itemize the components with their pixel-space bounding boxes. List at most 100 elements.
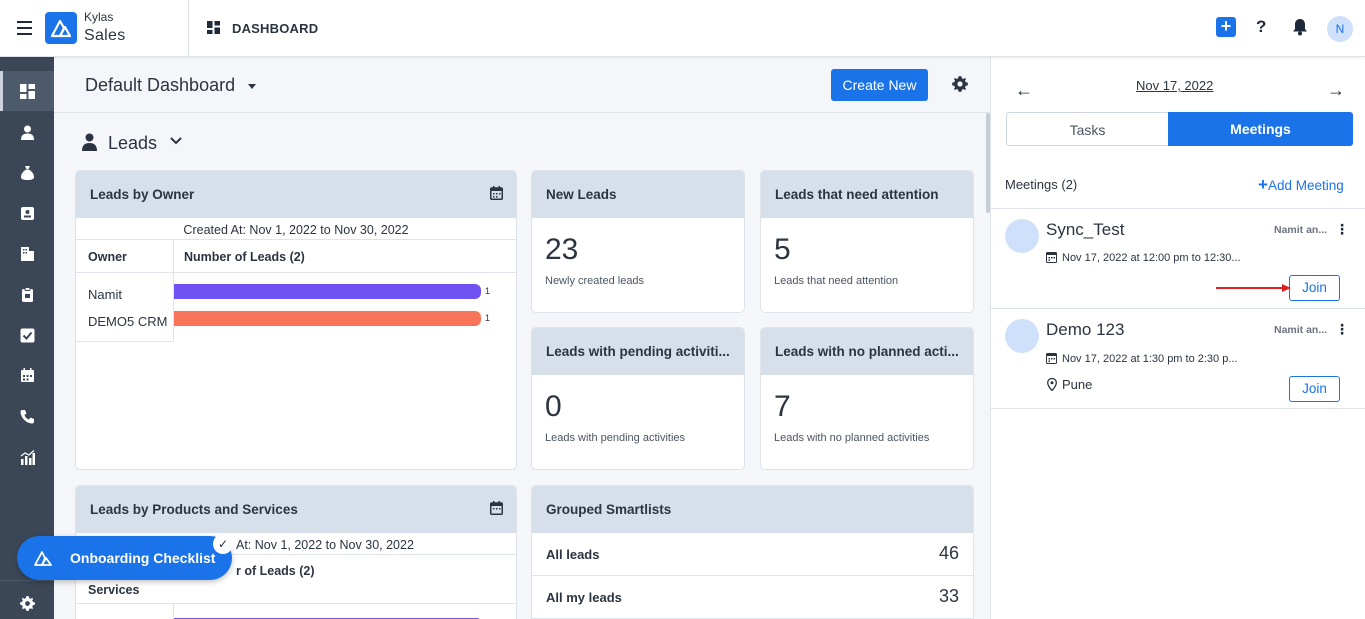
current-date[interactable]: Nov 17, 2022 xyxy=(1136,78,1214,93)
join-meeting-button[interactable]: Join xyxy=(1289,376,1340,402)
help-icon[interactable]: ? xyxy=(1256,17,1267,36)
next-date-arrow-icon[interactable]: → xyxy=(1327,80,1345,100)
sidebar-item-calls[interactable] xyxy=(0,396,54,436)
kpi-value: 7 xyxy=(774,390,791,423)
calendar-icon[interactable] xyxy=(490,501,503,515)
add-meeting-label: Add Meeting xyxy=(1267,178,1344,193)
add-meeting-button[interactable]: +Add Meeting xyxy=(1258,175,1344,195)
sidebar-item-leads[interactable] xyxy=(0,193,54,233)
bar-label: DEMO5 CRM xyxy=(88,314,168,329)
left-sidebar xyxy=(0,57,54,619)
brand-name: Kylas xyxy=(84,10,114,24)
sidebar-item-deals[interactable] xyxy=(0,152,54,192)
card-header: New Leads xyxy=(532,171,744,218)
top-bar: Kylas Sales DASHBOARD + ? N xyxy=(0,0,1365,57)
join-meeting-button[interactable]: Join xyxy=(1289,275,1340,301)
sidebar-settings[interactable] xyxy=(0,580,54,619)
kpi-subtitle: Leads with pending activities xyxy=(545,432,686,444)
smartlist-count: 46 xyxy=(938,543,959,563)
smartlist-row[interactable]: All leads 46 xyxy=(532,533,973,576)
kpi-card-pending-activities[interactable]: Leads with pending activiti... 0 Leads w… xyxy=(531,327,745,470)
meeting-time: Nov 17, 2022 at 1:30 pm to 2:30 p... xyxy=(1062,353,1238,365)
bar xyxy=(174,311,481,326)
divider xyxy=(76,554,516,555)
bell-icon[interactable] xyxy=(1292,18,1308,36)
kylas-logo-icon xyxy=(34,551,52,566)
card-title: New Leads xyxy=(546,187,617,202)
card-title: Leads with pending activiti... xyxy=(546,344,730,359)
avatar xyxy=(1005,319,1039,353)
money-bag-icon xyxy=(21,166,34,180)
more-options-icon[interactable]: ⋮ xyxy=(1335,321,1349,337)
card-title: Leads that need attention xyxy=(775,187,939,202)
building-icon xyxy=(21,247,34,261)
person-icon xyxy=(82,133,97,151)
card-title: Leads by Products and Services xyxy=(90,502,298,517)
scrollbar[interactable] xyxy=(986,113,990,213)
card-header: Leads that need attention xyxy=(761,171,973,218)
dashboard-grid-icon xyxy=(207,21,220,34)
kpi-subtitle: Newly created leads xyxy=(545,275,645,287)
more-options-icon[interactable]: ⋮ xyxy=(1335,221,1349,237)
calendar-icon xyxy=(21,368,34,382)
calendar-icon[interactable] xyxy=(490,186,503,200)
dashboard-selector[interactable]: Default Dashboard xyxy=(85,75,236,95)
kpi-value: 23 xyxy=(545,233,579,266)
phone-icon xyxy=(20,410,34,424)
card-title: Leads with no planned acti... xyxy=(775,344,959,359)
quick-add-button[interactable]: + xyxy=(1216,17,1236,37)
checkmark-icon: ✓ xyxy=(213,534,233,554)
calendar-icon xyxy=(1046,252,1057,263)
plus-icon: + xyxy=(1258,175,1268,194)
create-new-button[interactable]: Create New xyxy=(831,69,928,101)
smartlist-row[interactable]: All my leads 33 xyxy=(532,576,973,619)
smartlist-count: 33 xyxy=(938,586,959,606)
sidebar-item-reports[interactable] xyxy=(0,437,54,477)
sidebar-item-meetings[interactable] xyxy=(0,355,54,395)
page-title: DASHBOARD xyxy=(232,21,319,36)
smartlist-name: All leads xyxy=(546,547,600,562)
previous-date-arrow-icon[interactable]: ← xyxy=(1015,80,1033,100)
contact-card-icon xyxy=(21,207,34,220)
divider xyxy=(991,308,1365,309)
avatar xyxy=(1005,219,1039,253)
tab-tasks[interactable]: Tasks xyxy=(1006,112,1168,146)
column-divider xyxy=(173,239,174,341)
dashboard-icon xyxy=(20,84,35,99)
bar xyxy=(174,284,481,299)
caret-down-icon[interactable] xyxy=(248,84,256,89)
meeting-title: Sync_Test xyxy=(1046,220,1125,239)
sidebar-item-companies[interactable] xyxy=(0,233,54,273)
kpi-value: 0 xyxy=(545,390,562,423)
calendar-icon xyxy=(1046,353,1057,364)
kpi-subtitle: Leads that need attention xyxy=(774,275,899,287)
dashboard-settings-icon[interactable] xyxy=(952,76,968,92)
leads-by-owner-card: Leads by Owner Created At: Nov 1, 2022 t… xyxy=(75,170,517,470)
kylas-logo xyxy=(45,12,77,44)
sidebar-item-tasks[interactable] xyxy=(0,315,54,355)
dashboard-header: Default Dashboard Create New xyxy=(54,57,990,113)
date-range-label: Created At: Nov 1, 2022 to Nov 30, 2022 xyxy=(183,223,409,237)
card-title: Grouped Smartlists xyxy=(546,502,672,517)
onboarding-checklist-button[interactable]: Onboarding Checklist xyxy=(17,536,232,580)
kpi-card-no-planned-activities[interactable]: Leads with no planned acti... 7 Leads wi… xyxy=(760,327,974,470)
meeting-owner: Namit an... xyxy=(1274,324,1328,336)
menu-icon[interactable] xyxy=(17,21,32,35)
section-label: Leads xyxy=(108,133,158,153)
clipboard-icon xyxy=(22,287,33,302)
card-header: Leads by Owner xyxy=(76,171,516,218)
chevron-down-icon xyxy=(170,137,182,145)
card-header: Grouped Smartlists xyxy=(532,486,973,533)
kpi-card-need-attention[interactable]: Leads that need attention 5 Leads that n… xyxy=(760,170,974,313)
onboarding-label: Onboarding Checklist xyxy=(70,550,216,566)
sidebar-item-dashboard[interactable] xyxy=(0,71,54,111)
meeting-time: Nov 17, 2022 at 12:00 pm to 12:30... xyxy=(1062,252,1241,264)
sidebar-item-contacts[interactable] xyxy=(0,112,54,152)
table-header: Owner Number of Leads (2) xyxy=(76,239,516,273)
sidebar-item-products[interactable] xyxy=(0,274,54,314)
user-avatar[interactable]: N xyxy=(1327,16,1353,42)
divider xyxy=(991,408,1365,409)
kpi-card-new-leads[interactable]: New Leads 23 Newly created leads xyxy=(531,170,745,313)
meeting-location: Pune xyxy=(1062,377,1093,392)
tab-meetings[interactable]: Meetings xyxy=(1168,112,1353,146)
